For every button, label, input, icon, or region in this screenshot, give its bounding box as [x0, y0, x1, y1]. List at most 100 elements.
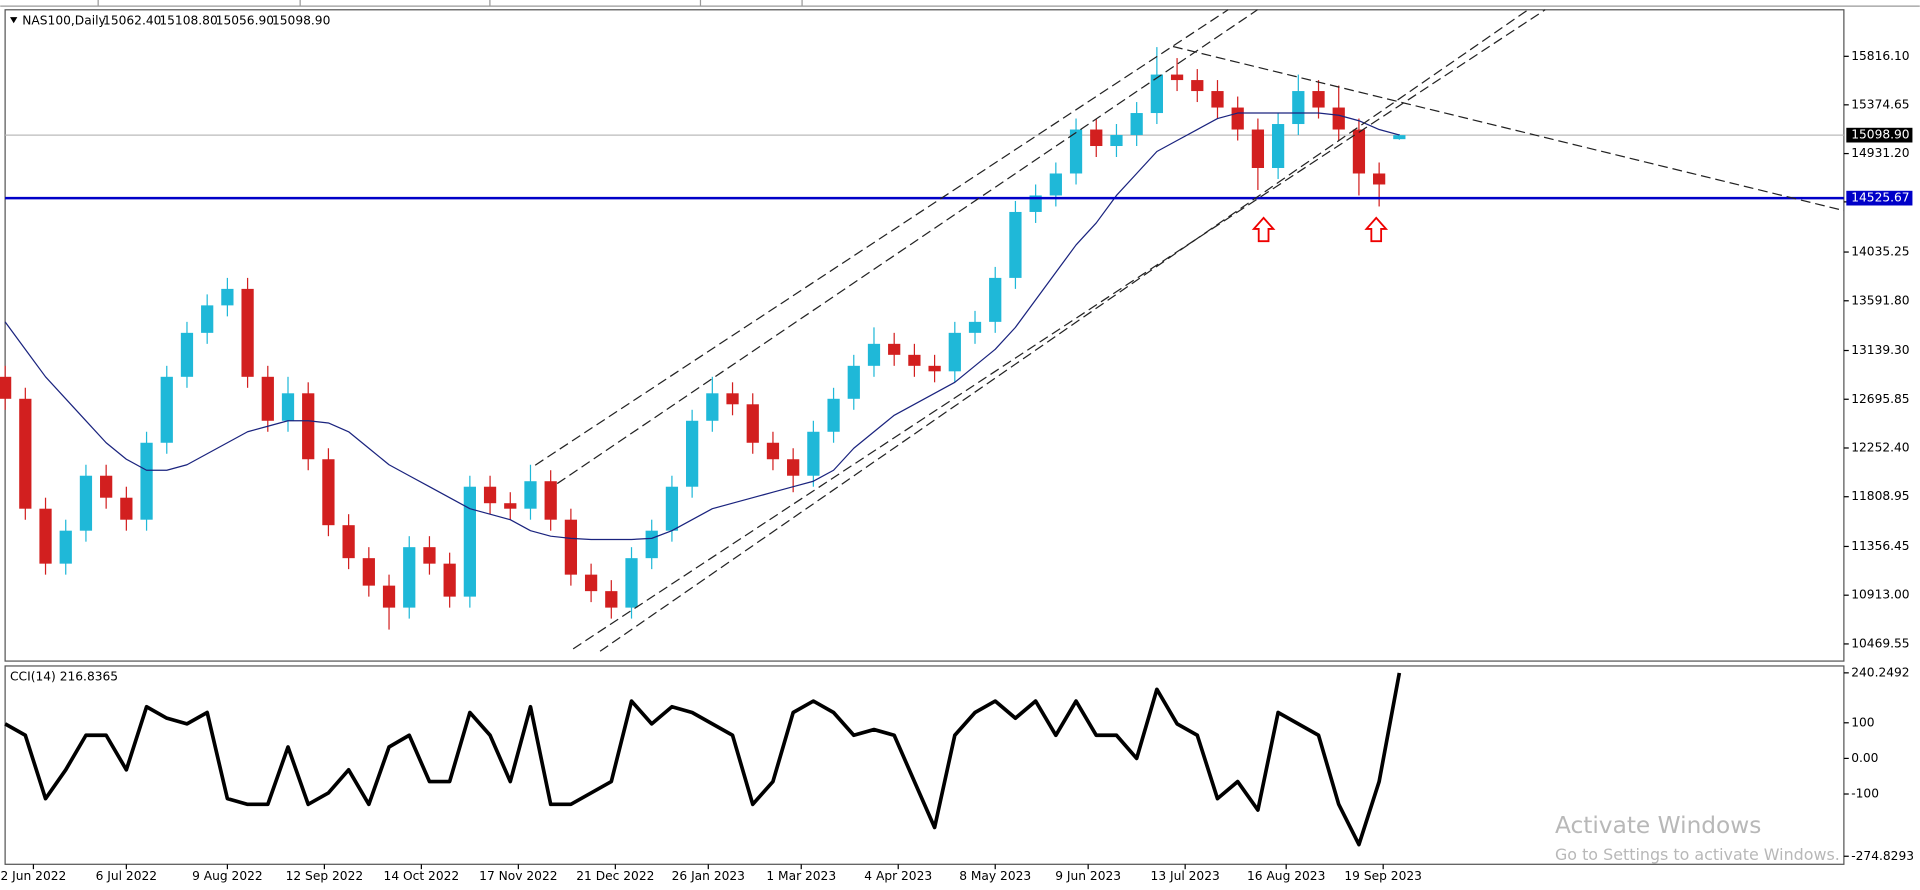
watermark-subtitle: Go to Settings to activate Windows. — [1555, 845, 1840, 864]
y-tick-label: 14035.25 — [1851, 245, 1909, 259]
x-tick-label: 1 Mar 2023 — [766, 869, 836, 883]
candle-body — [1312, 91, 1325, 108]
y-tick-label: 240.2492 — [1851, 665, 1909, 679]
x-tick-label: 12 Sep 2022 — [286, 869, 364, 883]
candle-body — [1332, 107, 1345, 130]
cci-title: CCI(14) 216.8365 — [10, 669, 118, 683]
candle-body — [564, 519, 578, 575]
x-tick-label: 14 Oct 2022 — [384, 869, 460, 883]
watermark-title: Activate Windows — [1555, 812, 1761, 839]
candle-body — [908, 354, 921, 366]
x-tick-label: 2 Jun 2022 — [0, 869, 66, 883]
y-tick-label: 100 — [1851, 715, 1874, 729]
candle-body — [59, 530, 72, 564]
candle-body — [1373, 173, 1386, 185]
candle-body — [544, 481, 557, 520]
moving-average — [4, 112, 1400, 541]
candle-body — [524, 481, 537, 509]
candle-body — [1393, 135, 1406, 140]
y-tick-label: -274.8293 — [1851, 849, 1914, 863]
candle-body — [706, 393, 719, 421]
last-price-box — [1846, 127, 1913, 143]
candle-body — [827, 398, 840, 432]
x-tick-label: 8 May 2023 — [959, 869, 1031, 883]
candle-body — [787, 459, 800, 476]
candle-body — [948, 332, 961, 372]
x-tick-label: 26 Jan 2023 — [672, 869, 745, 883]
y-tick-label: -100 — [1851, 787, 1879, 801]
symbol-title: NAS100,Daily — [22, 13, 105, 27]
candle-body — [1231, 107, 1244, 130]
candle-body — [1352, 129, 1366, 174]
candle-body — [261, 376, 274, 421]
y-tick-label: 14931.20 — [1851, 146, 1909, 160]
x-tick-label: 17 Nov 2022 — [479, 869, 557, 883]
candle-body — [1110, 135, 1123, 147]
candle-body — [1191, 80, 1204, 92]
candle-body — [1150, 74, 1163, 114]
x-tick-label: 9 Jun 2023 — [1055, 869, 1121, 883]
candle-body — [1049, 173, 1062, 196]
candle-body — [766, 442, 780, 460]
candle-body — [1251, 129, 1265, 168]
candle-body — [645, 530, 658, 559]
y-tick-label: 13591.80 — [1851, 293, 1909, 307]
candle-body — [221, 288, 234, 306]
last-price-label: 15098.90 — [1851, 128, 1909, 142]
ohlc-label: 15056.90 — [216, 13, 274, 27]
candle-body — [443, 563, 456, 597]
candle-body — [1170, 74, 1184, 81]
y-tick-label: 11808.95 — [1851, 489, 1909, 503]
candle-body — [423, 547, 436, 564]
candle-body — [686, 420, 699, 487]
candle-body — [140, 442, 153, 520]
candle-body — [483, 486, 497, 504]
candle-body — [847, 365, 860, 399]
y-tick-label: 13139.30 — [1851, 343, 1909, 357]
candle-body — [463, 486, 476, 597]
level-label: 14525.67 — [1851, 191, 1909, 205]
x-tick-label: 19 Sep 2023 — [1344, 869, 1422, 883]
candle-body — [1009, 211, 1022, 278]
x-tick-label: 13 Jul 2023 — [1151, 869, 1220, 883]
candle-body — [342, 525, 355, 559]
y-tick-label: 10913.00 — [1851, 588, 1909, 602]
y-tick-label: 12695.85 — [1851, 392, 1909, 406]
candle-body — [1029, 195, 1042, 212]
candle-body — [0, 376, 12, 399]
candle-body — [1271, 124, 1285, 168]
candle-body — [160, 376, 173, 443]
ohlc-label: 15108.80 — [159, 13, 217, 27]
candle-body — [120, 497, 133, 520]
cci-pane — [4, 665, 1845, 865]
x-tick-label: 16 Aug 2023 — [1247, 869, 1325, 883]
y-tick-label: 12252.40 — [1851, 440, 1909, 454]
candle-body — [989, 277, 1002, 322]
candle-body — [362, 558, 375, 586]
candle-body — [403, 547, 416, 608]
candle-body — [746, 404, 759, 443]
ohlc-label: 15098.90 — [272, 13, 330, 27]
candle-body — [19, 398, 32, 509]
candle-body — [665, 486, 679, 531]
candle-body — [39, 508, 52, 564]
price-pane — [4, 9, 1845, 662]
candle-body — [1292, 91, 1305, 125]
candle-body — [605, 591, 618, 608]
candle-body — [888, 343, 901, 355]
candle-body — [625, 558, 638, 608]
menu-arrow[interactable] — [10, 17, 18, 24]
candle-body — [726, 393, 739, 405]
candle-body — [867, 343, 881, 366]
top-tabs — [0, 0, 1920, 7]
candle-body — [302, 393, 315, 460]
ohlc-label: 15062.40 — [103, 13, 161, 27]
candle-body — [1211, 91, 1224, 108]
level-label-box — [1846, 190, 1913, 206]
candle-body — [79, 475, 93, 531]
candle-body — [322, 459, 335, 526]
y-tick-label: 15374.65 — [1851, 97, 1909, 111]
candle-body — [968, 321, 982, 333]
